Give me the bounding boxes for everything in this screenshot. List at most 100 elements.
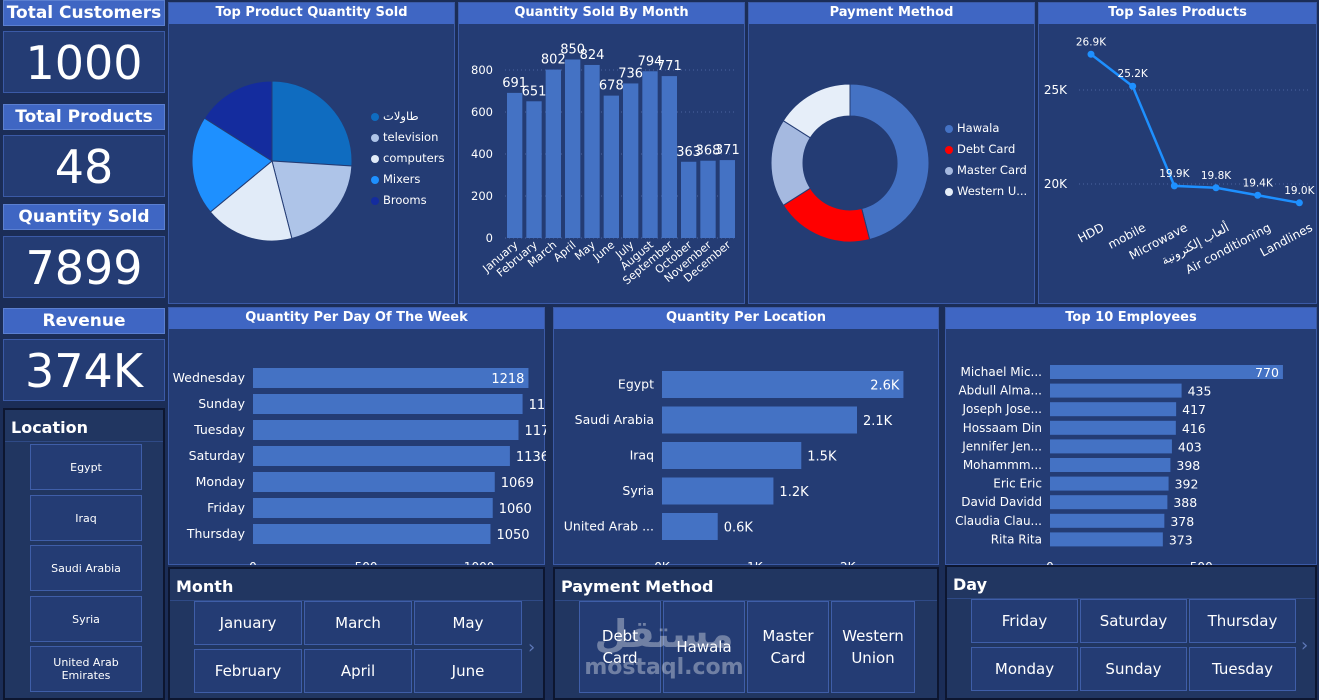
data-label: 19.9K: [1159, 168, 1190, 180]
quantity-sold-value: 7899: [3, 236, 165, 298]
payment-option-western-union[interactable]: Western Union: [831, 601, 915, 693]
data-point: [1254, 191, 1262, 199]
bar: [545, 69, 561, 238]
series-line: [1090, 53, 1300, 205]
payment-option-debt-card[interactable]: Debt Card: [579, 601, 661, 693]
day-option-sunday[interactable]: Sunday: [1080, 647, 1187, 691]
day-option-saturday[interactable]: Saturday: [1080, 599, 1187, 643]
legend-swatch: [371, 133, 379, 142]
data-label: 19.0K: [1284, 185, 1315, 197]
data-label: 2.6K: [870, 379, 900, 394]
data-label: 363: [676, 145, 701, 160]
bar: [1050, 476, 1169, 491]
month-scroll-right-icon[interactable]: ›: [528, 637, 536, 658]
payment-option-master-card[interactable]: Master Card: [747, 601, 829, 693]
bar: [1050, 513, 1165, 528]
location-option-iraq[interactable]: Iraq: [30, 495, 142, 541]
bar: [253, 368, 529, 388]
data-label: 26.9K: [1076, 36, 1107, 48]
month-chart-title: Quantity Sold By Month: [459, 3, 744, 24]
x-tick-label: 2K: [840, 560, 857, 565]
x-tick-label: 500: [355, 560, 378, 565]
top-product-panel: Top Product Quantity Sold طاولات televisi…: [168, 2, 455, 304]
revenue-value: 374K: [3, 339, 165, 401]
pie-slice: [209, 160, 293, 242]
month-option-march[interactable]: March: [304, 601, 412, 645]
month-option-february[interactable]: February: [194, 649, 302, 693]
data-label: 373: [1169, 532, 1193, 547]
category-label: Jennifer Jen...: [961, 439, 1042, 453]
payment-legend: Hawala Debt Card Master Card Western U...: [945, 121, 1027, 205]
location-option-saudi-arabia[interactable]: Saudi Arabia: [30, 545, 142, 591]
day-option-thursday[interactable]: Thursday: [1189, 599, 1296, 643]
category-label: Tuesday: [193, 422, 245, 437]
data-label: 1218: [491, 372, 524, 387]
data-point: [1295, 199, 1303, 207]
payment-option-hawala[interactable]: Hawala: [663, 601, 745, 693]
bar: [1050, 402, 1177, 417]
revenue-label: Revenue: [3, 308, 165, 334]
data-label: 1192: [529, 398, 546, 413]
category-label: Michael Mic...: [960, 365, 1042, 379]
day-option-tuesday[interactable]: Tuesday: [1189, 647, 1296, 691]
bar: [642, 71, 658, 238]
employees-panel: Top 10 Employees Michael Mic... 770 Abdull…: [945, 307, 1317, 574]
month-slicer: Month January March May February April J…: [168, 567, 545, 700]
data-label: 378: [1170, 514, 1194, 529]
legend-item: Mixers: [371, 172, 444, 186]
category-label: Mohammm...: [963, 458, 1042, 472]
bar: [253, 498, 493, 518]
data-label: 403: [1178, 439, 1202, 454]
location-option-egypt[interactable]: Egypt: [30, 444, 142, 490]
legend-label: Brooms: [383, 193, 427, 207]
pie-slice: [782, 83, 851, 139]
bar: [253, 394, 523, 414]
data-label: 794: [638, 54, 663, 69]
legend-item: Debt Card: [945, 142, 1027, 156]
category-label: Abdull Alma...: [958, 384, 1042, 398]
location-option-syria[interactable]: Syria: [30, 596, 142, 642]
day-scroll-right-icon[interactable]: ›: [1301, 635, 1309, 656]
day-option-friday[interactable]: Friday: [971, 599, 1078, 643]
category-label: Eric Eric: [993, 477, 1042, 491]
category-label: Saturday: [189, 448, 246, 463]
bar: [1050, 458, 1171, 472]
legend-swatch: [371, 196, 379, 205]
y-tick-label: 800: [471, 63, 493, 77]
quantity-sold-label: Quantity Sold: [3, 204, 165, 230]
data-label: 417: [1182, 402, 1206, 417]
pie-slice: [271, 80, 353, 167]
legend-label: Western U...: [957, 184, 1028, 198]
day-option-monday[interactable]: Monday: [971, 647, 1078, 691]
bar: [681, 161, 697, 238]
category-label: Claudia Clau...: [955, 514, 1042, 528]
category-label: Rita Rita: [991, 532, 1042, 546]
month-option-january[interactable]: January: [194, 601, 302, 645]
x-tick-label: 1K: [747, 560, 764, 565]
data-point: [1087, 50, 1095, 58]
data-label: 678: [599, 79, 624, 94]
data-label: 1060: [499, 502, 532, 517]
bar: [1050, 495, 1168, 510]
category-label: Friday: [207, 500, 245, 515]
x-tick-label: HDD: [1076, 220, 1107, 245]
category-label: United Arab ...: [564, 519, 654, 534]
data-label: 371: [715, 143, 740, 158]
data-point: [1129, 82, 1137, 90]
payment-slicer-title: Payment Method: [555, 569, 937, 601]
category-label: Egypt: [618, 377, 654, 392]
day-chart-title: Quantity Per Day Of The Week: [169, 308, 544, 329]
month-slicer-title: Month: [170, 569, 543, 601]
location-option-uae[interactable]: United Arab Emirates: [30, 646, 142, 692]
category-label: Hossaam Din: [963, 421, 1042, 435]
month-option-april[interactable]: April: [304, 649, 412, 693]
legend-label: Debt Card: [957, 142, 1016, 156]
total-products-value: 48: [3, 135, 165, 197]
legend-label: computers: [383, 151, 445, 165]
month-option-may[interactable]: May: [414, 601, 522, 645]
y-tick-label: 200: [471, 189, 493, 203]
data-label: 25.2K: [1118, 68, 1149, 80]
data-label: 771: [657, 59, 682, 74]
month-option-june[interactable]: June: [414, 649, 522, 693]
legend-item: television: [371, 130, 444, 144]
